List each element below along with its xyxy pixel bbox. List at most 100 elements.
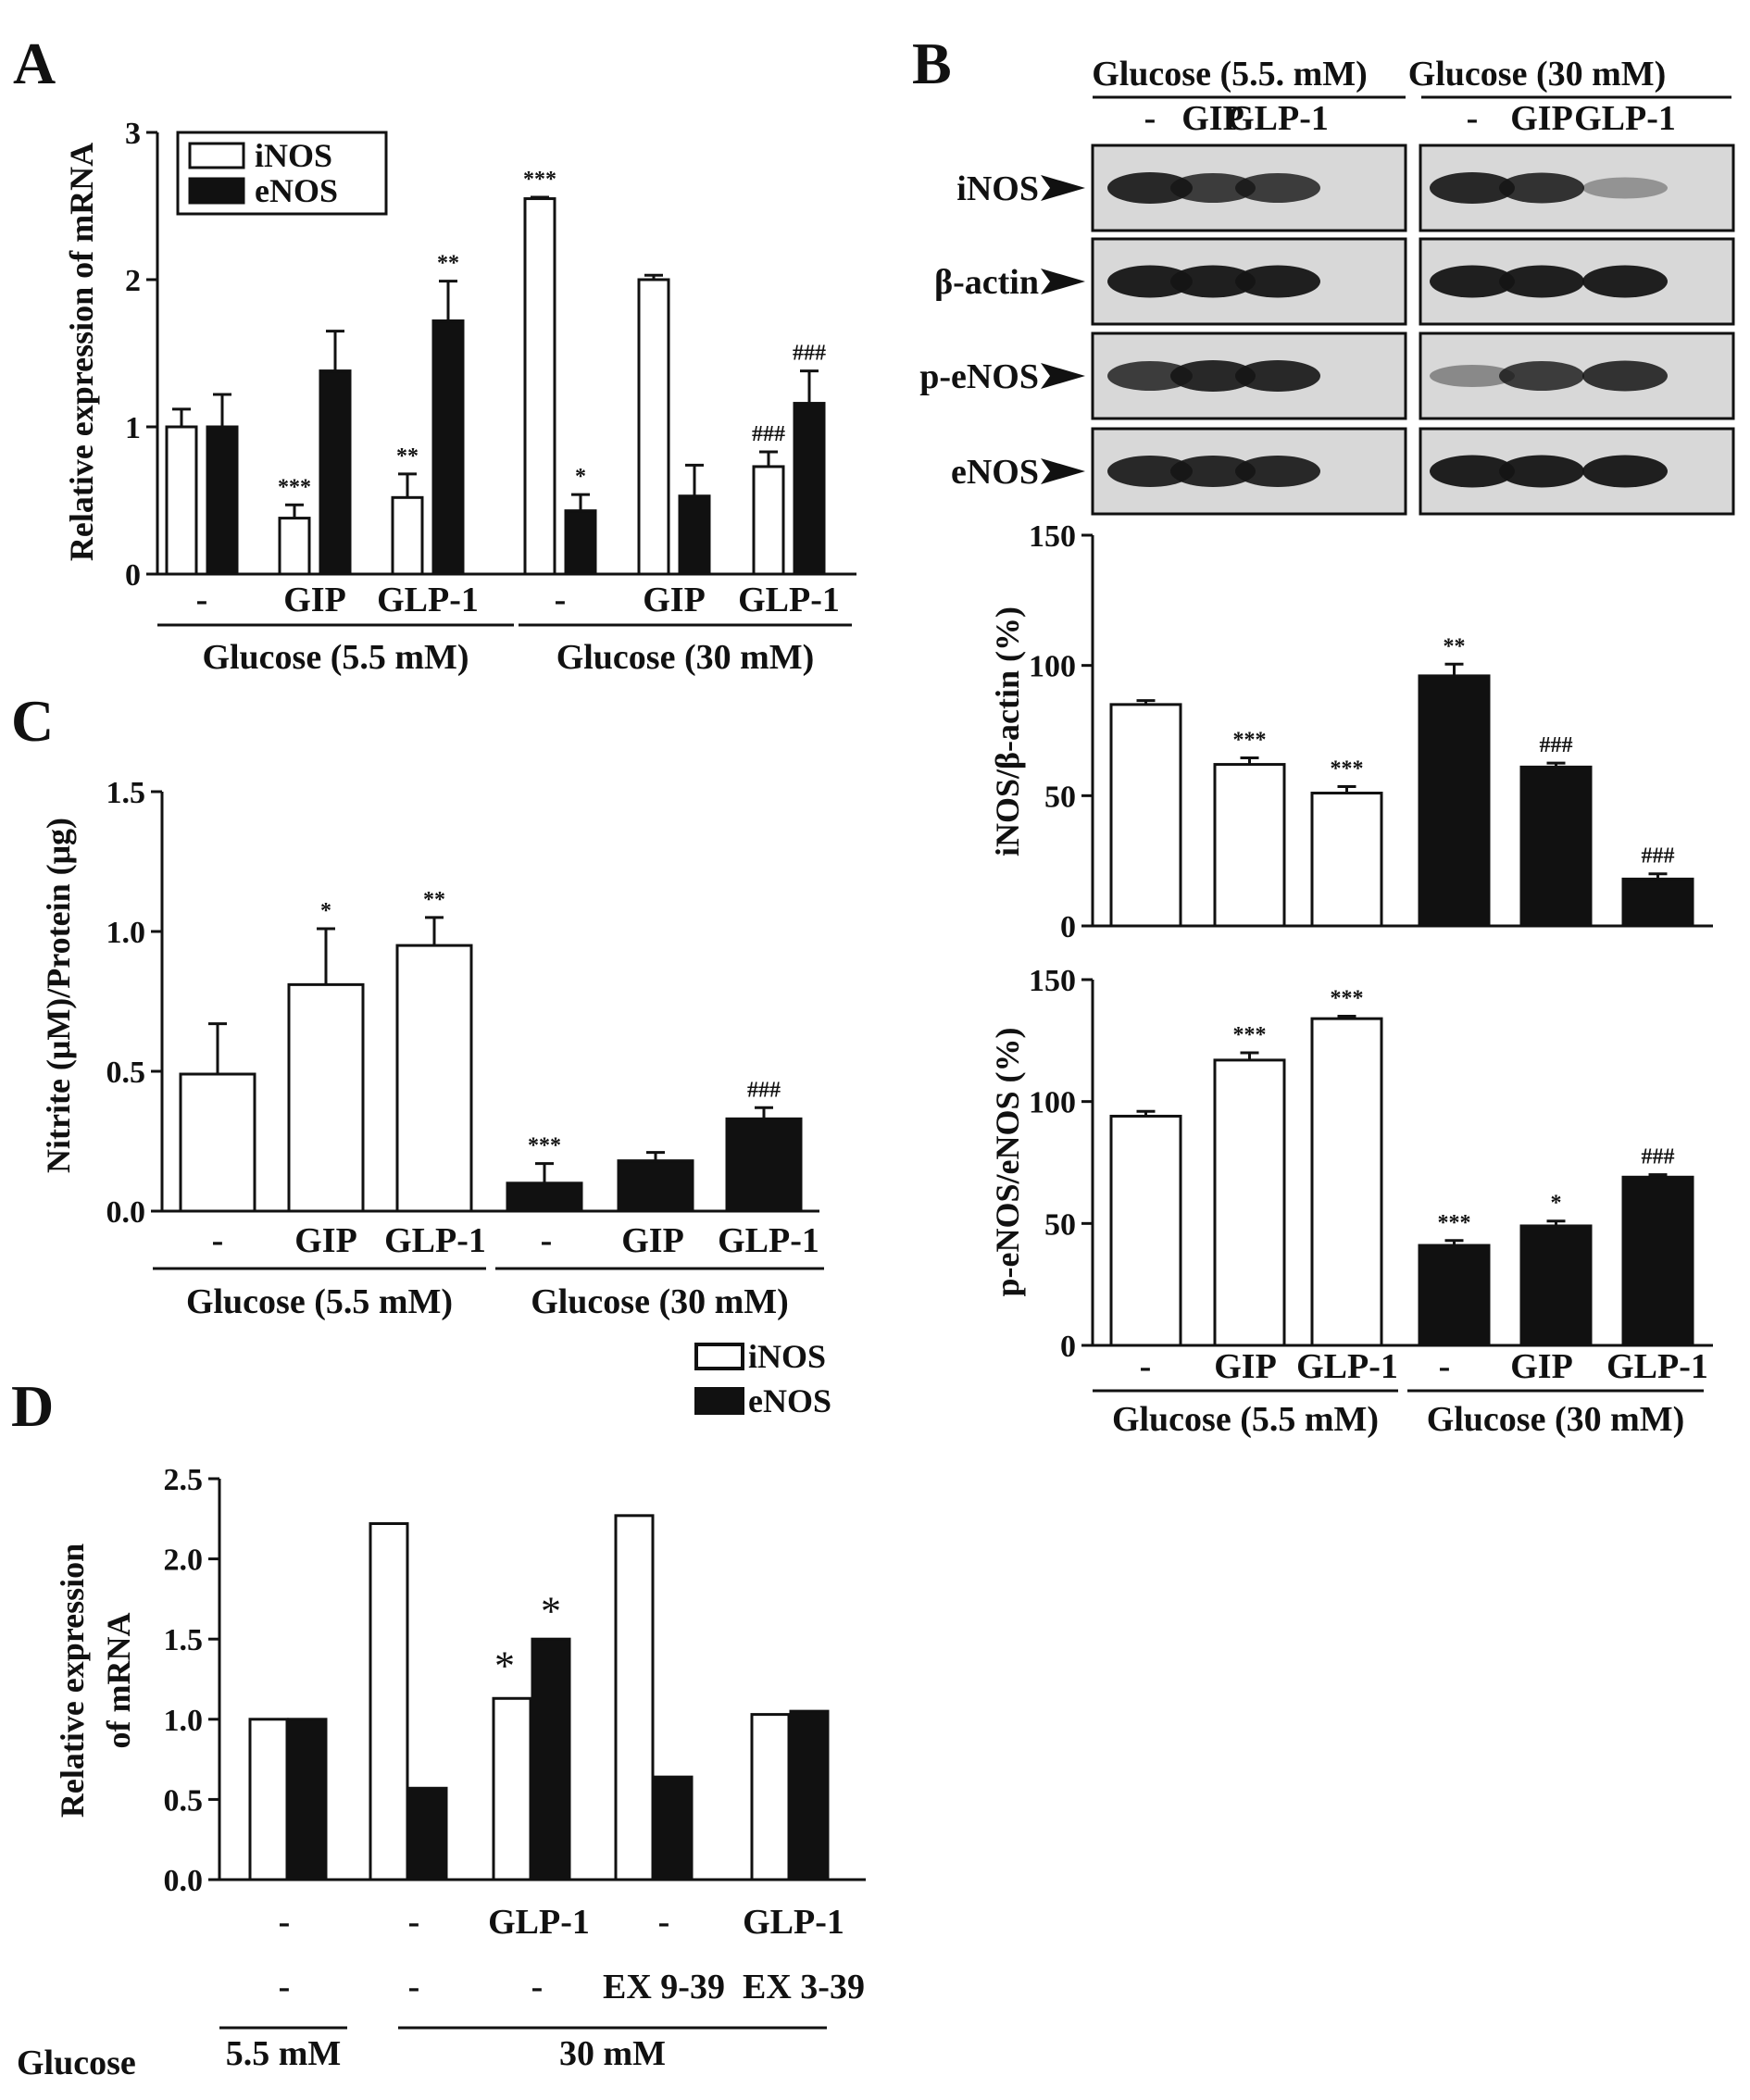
blot-row-label: p-eNOS: [919, 357, 1039, 396]
chart-c-significance-label: ***: [528, 1134, 561, 1158]
chart-d-inos-bar: [614, 1514, 655, 1881]
blot-row-label: eNOS: [951, 453, 1039, 492]
chart-c-group-label: Glucose (5.5 mM): [186, 1282, 453, 1321]
blot-arrow-icon: [1041, 363, 1085, 389]
panel-letter-c: C: [11, 688, 54, 754]
chart-a-legend-label-inos: iNOS: [255, 137, 332, 174]
blot-lane-label: GLP-1: [1227, 99, 1329, 138]
blot-band: [1499, 361, 1584, 391]
panel-letter-b: B: [912, 31, 952, 96]
chart-b1-y-tick-label: 50: [1044, 780, 1076, 814]
chart-c-category-label: GLP-1: [384, 1221, 486, 1260]
western-blot-panel: Glucose (5.5. mM) Glucose (30 mM) - GIP GLP-…: [919, 55, 1735, 516]
chart-b2-y-tick-label: 50: [1044, 1207, 1076, 1242]
chart-a-enos-significance-label: ###: [793, 342, 826, 366]
chart-d-mrna-expression: 0.0 0.5 1.0 1.5 2.0 2.5 Relative expression of …: [17, 1463, 866, 2082]
blot-band: [1499, 172, 1584, 204]
chart-b2-significance-label: *: [1551, 1192, 1562, 1216]
chart-a-inos-significance-label: ###: [752, 422, 785, 446]
chart-a-inos-bar: [752, 465, 785, 576]
chart-a-inos-bar: [278, 517, 311, 576]
chart-a-enos-bar: [206, 425, 239, 576]
chart-d-row2-category-label: -: [531, 1968, 544, 2006]
chart-d-y-tick-label: 0.0: [164, 1864, 204, 1898]
chart-a-category-label: -: [196, 581, 208, 619]
chart-a-group-label: Glucose (5.5 mM): [202, 638, 469, 677]
chart-b2-y-tick-label: 150: [1029, 964, 1076, 998]
chart-d-group-label: 5.5 mM: [226, 2034, 342, 2073]
blot-band: [1107, 172, 1193, 204]
blot-band: [1235, 360, 1320, 392]
blot-band: [1582, 455, 1668, 488]
chart-b2-significance-label: ###: [1642, 1145, 1675, 1169]
blot-band: [1235, 265, 1320, 298]
blot-band: [1170, 360, 1256, 392]
chart-c-bar: [617, 1159, 694, 1213]
chart-c-category-label: GIP: [294, 1221, 357, 1260]
blot-lane-label: GIP: [1510, 99, 1573, 138]
blot-band: [1582, 177, 1668, 199]
chart-d-row2-category-label: -: [408, 1968, 420, 2006]
blot-group-label: Glucose (5.5. mM): [1092, 55, 1368, 94]
blot-band: [1499, 455, 1584, 488]
chart-d-row1-category-label: GLP-1: [488, 1903, 590, 1942]
chart-c-bar: [287, 982, 365, 1213]
chart-d-enos-bar: [653, 1775, 694, 1881]
legend-label-enos: eNOS: [748, 1382, 831, 1419]
chart-b2-bar: [1109, 1114, 1182, 1347]
blot-band: [1430, 265, 1515, 298]
legend-swatch-enos: [694, 1387, 744, 1415]
blot-arrow-icon: [1041, 175, 1085, 201]
chart-c-y-tick-label: 1.5: [106, 776, 146, 810]
blot-band: [1582, 360, 1668, 392]
blot-group-label: Glucose (30 mM): [1408, 55, 1667, 94]
chart-a-legend-swatch-enos: [188, 177, 245, 205]
blot-arrow-icon: [1041, 269, 1085, 294]
chart-b2-category-label: -: [1140, 1347, 1152, 1386]
chart-a-y-tick-label: 1: [125, 411, 141, 445]
chart-b1-bar: [1418, 674, 1491, 928]
chart-b1-bar: [1109, 703, 1182, 928]
chart-d-row1-category-label: -: [279, 1903, 291, 1942]
chart-b1-bar: [1213, 763, 1286, 928]
chart-a-inos-significance-label: ***: [278, 475, 311, 499]
chart-b1-significance-label: **: [1444, 634, 1466, 658]
blot-arrow-icon: [1041, 458, 1085, 484]
blot-lane-label: -: [1467, 99, 1479, 138]
chart-d-row2-category-label: EX 3-39: [743, 1968, 865, 2006]
blot-band: [1430, 365, 1515, 387]
chart-b2-bar: [1418, 1244, 1491, 1347]
chart-d-enos-bar: [789, 1709, 830, 1881]
blot-band: [1107, 456, 1193, 487]
panel-letter-a: A: [13, 31, 56, 96]
legend-shared: iNOS eNOS: [694, 1338, 831, 1419]
chart-a-enos-significance-label: *: [575, 465, 586, 489]
chart-b2-category-label: GLP-1: [1296, 1347, 1398, 1386]
chart-c-significance-label: *: [320, 899, 331, 923]
chart-c-bar: [725, 1117, 803, 1213]
chart-b2-bar: [1213, 1058, 1286, 1347]
chart-b2-group-label: Glucose (30 mM): [1427, 1400, 1685, 1439]
chart-a-y-tick-label: 2: [125, 264, 141, 298]
chart-c-bar: [506, 1181, 583, 1213]
chart-d-row1-category-label: -: [658, 1903, 670, 1942]
chart-b2-group-label: Glucose (5.5 mM): [1112, 1400, 1379, 1439]
chart-b1-bar: [1310, 792, 1383, 928]
chart-b1-bar: [1621, 877, 1694, 928]
chart-d-row1-category-label: -: [408, 1903, 420, 1942]
chart-a-category-label: GIP: [283, 581, 346, 619]
blot-band: [1430, 455, 1515, 488]
blot-band: [1430, 172, 1515, 204]
chart-a-legend-swatch-inos: [188, 142, 245, 169]
blot-row-label: β-actin: [934, 263, 1039, 302]
chart-c-y-axis-label: Nitrite (μM)/Protein (μg): [40, 818, 77, 1173]
blot-band: [1170, 265, 1256, 298]
chart-c-category-label: -: [541, 1221, 553, 1260]
chart-d-row2-category-label: -: [279, 1968, 291, 2006]
chart-b2-significance-label: ***: [1233, 1023, 1267, 1047]
chart-d-y-tick-label: 1.0: [164, 1704, 204, 1738]
chart-b2-significance-label: ***: [1331, 987, 1364, 1011]
chart-d-row1-category-label: GLP-1: [743, 1903, 844, 1942]
chart-b2-bar: [1621, 1175, 1694, 1347]
chart-a-legend-label-enos: eNOS: [255, 172, 338, 209]
